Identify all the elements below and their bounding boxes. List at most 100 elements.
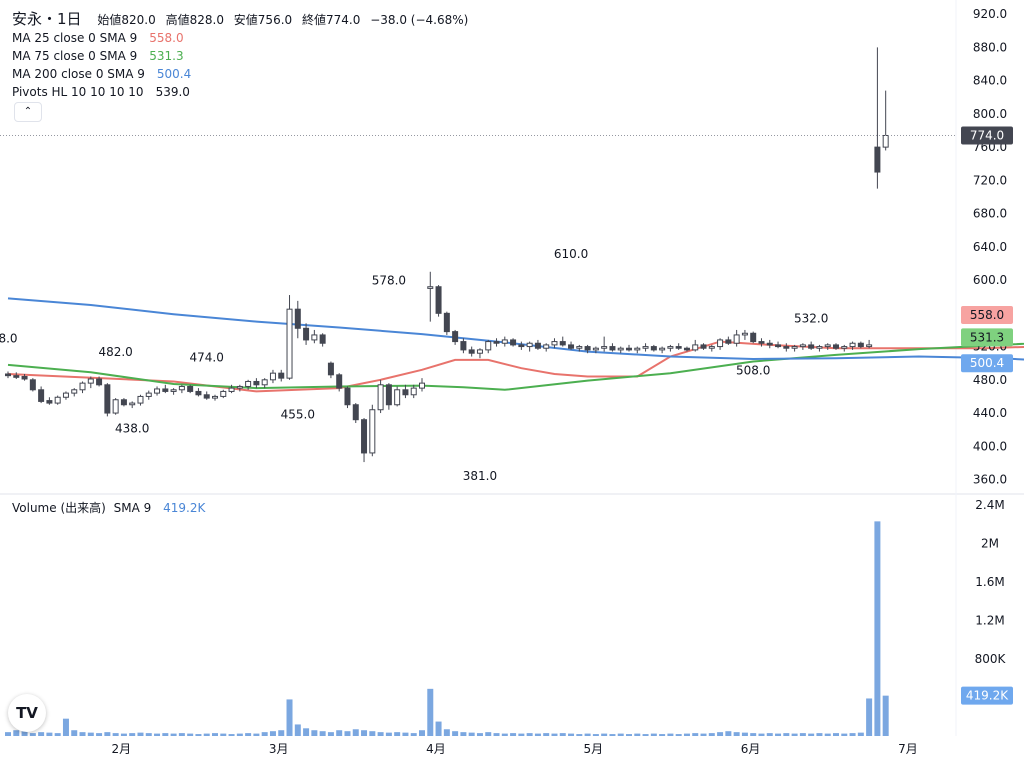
volume-bar (559, 733, 566, 736)
price-tick-label: 640.0 (973, 240, 1007, 254)
volume-bar (170, 733, 177, 736)
candle-body (394, 389, 401, 406)
volume-bar (13, 730, 20, 736)
volume-bar (833, 733, 839, 736)
volume-bar (385, 732, 392, 736)
candle-body (21, 375, 28, 380)
candle-body (750, 332, 757, 343)
time-tick-label: 7月 (898, 742, 918, 756)
pivot-label: 532.0 (794, 312, 828, 326)
candle-body (584, 346, 591, 351)
candle-body (104, 384, 111, 414)
candle-body (120, 399, 127, 406)
candle-body (13, 375, 20, 378)
ma75-row[interactable]: MA 75 close 0 SMA 9 531.3 (12, 47, 468, 65)
volume-bar (62, 718, 69, 736)
bottom-toolbar[interactable] (0, 772, 1024, 782)
volume-bar (526, 733, 533, 736)
volume-tick-label: 2.4M (975, 498, 1004, 512)
candle-body (683, 347, 690, 351)
volume-bar (460, 732, 467, 736)
volume-tick-label: 800K (975, 652, 1007, 666)
volume-bar (783, 733, 790, 736)
ma25-row[interactable]: MA 25 close 0 SMA 9 558.0 (12, 29, 468, 47)
volume-bar (758, 733, 765, 736)
pivots-row[interactable]: Pivots HL 10 10 10 10 539.0 (12, 83, 468, 101)
price-tick-label: 880.0 (973, 40, 1007, 54)
volume-bar (626, 734, 632, 736)
price-tick-label: 800.0 (973, 107, 1007, 121)
volume-tick-label: 2M (981, 537, 999, 551)
tradingview-logo[interactable]: TV (8, 694, 46, 732)
candle-body (601, 346, 608, 349)
volume-bar (410, 733, 417, 736)
candle-body (187, 385, 194, 392)
volume-last-tag: 419.2K (966, 689, 1009, 703)
volume-bar (435, 721, 442, 736)
candle-body (617, 347, 624, 351)
time-axis[interactable]: 2月3月4月5月6月7月8月 (111, 742, 1024, 756)
volume-bar (427, 688, 434, 736)
pivot-label: 438.0 (115, 422, 149, 436)
candle-body (816, 346, 823, 349)
candle-body (29, 379, 36, 391)
pivot-label: 610.0 (554, 247, 588, 261)
volume-bar (692, 733, 699, 736)
volume-bar (617, 733, 624, 736)
candle-body (783, 346, 790, 349)
candle-body (733, 334, 740, 344)
candle-body (534, 342, 541, 349)
volume-bar (518, 733, 525, 736)
candle-body (634, 347, 641, 351)
price-tick-label: 720.0 (973, 173, 1007, 187)
volume-bar (394, 732, 401, 736)
candle-body (170, 389, 177, 392)
candle-body (96, 378, 103, 386)
volume-bar (145, 733, 152, 736)
price-axis[interactable]: 360.0400.0440.0480.0520.0560.0600.0640.0… (973, 7, 1007, 486)
candle-body (336, 374, 343, 389)
candle-body (54, 396, 61, 404)
volume-bar (187, 733, 194, 736)
collapse-legend-button[interactable]: ⌃ (14, 102, 42, 122)
candle-body (700, 344, 707, 349)
volume-bar (510, 733, 517, 736)
volume-axis[interactable]: 800K 1.2M 1.6M 2M 2.4M (975, 498, 1007, 666)
volume-bar (120, 733, 127, 736)
high-label: 高値 (165, 13, 190, 27)
price-tick-label: 680.0 (973, 207, 1007, 221)
volume-bar (741, 732, 748, 736)
volume-bar (361, 730, 368, 736)
candle-body (419, 382, 425, 389)
candle-body (741, 332, 748, 336)
volume-legend[interactable]: Volume (出来高) SMA 9 419.2K (12, 499, 205, 516)
candle-body (137, 395, 144, 404)
candle-body (154, 388, 161, 394)
candle-body (609, 346, 616, 351)
candle-body (874, 146, 881, 173)
candle-body (650, 346, 657, 351)
candle-body (402, 389, 409, 396)
candle-body (833, 344, 839, 349)
candle-body (493, 341, 500, 344)
candle-body (410, 387, 417, 396)
candle-body (642, 346, 649, 349)
volume-bar (278, 730, 285, 736)
open-label: 始値 (97, 13, 122, 27)
volume-bar (551, 733, 558, 736)
volume-tick-label: 1.2M (975, 614, 1004, 628)
ma25-value: 558.0 (149, 31, 184, 45)
time-tick-label: 5月 (583, 742, 603, 756)
time-tick-label: 4月 (426, 742, 446, 756)
ma-line-ma75 (7, 342, 1024, 391)
volume-bar (220, 733, 227, 736)
ma200-tag-bg (961, 354, 1013, 373)
high-value: 828.0 (189, 13, 224, 27)
symbol-title[interactable]: 安永・1日 (12, 10, 82, 28)
volume-bar (162, 733, 169, 736)
volume-bar (178, 733, 185, 736)
volume-last-tag-bg (961, 686, 1013, 705)
volume-bar (294, 724, 301, 736)
ma200-row[interactable]: MA 200 close 0 SMA 9 500.4 (12, 65, 468, 83)
